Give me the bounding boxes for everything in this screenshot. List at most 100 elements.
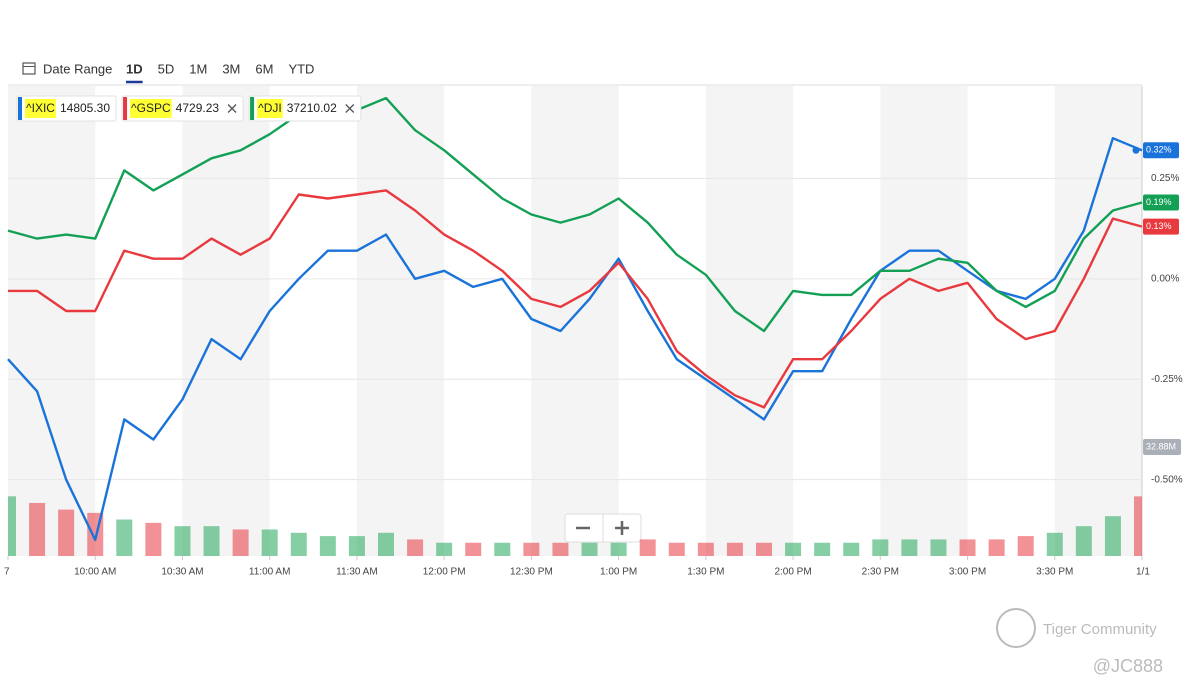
chip-color	[123, 97, 128, 120]
volume-bar	[58, 509, 75, 556]
volume-bar	[785, 542, 802, 556]
volume-bar	[959, 539, 976, 556]
volume-bar	[116, 519, 133, 556]
name-highlight	[25, 99, 56, 118]
legend-chip[interactable]: ^IXIC 14805.30	[16, 95, 117, 122]
volume-bar	[814, 542, 831, 556]
y-tick-label: 0.25%	[1151, 173, 1179, 184]
volume-bar	[1075, 526, 1092, 556]
series-line	[7, 96, 1143, 333]
x-tick-label: 2:30 PM	[862, 567, 899, 578]
band	[182, 86, 270, 556]
volume-bar	[581, 542, 598, 556]
band	[880, 86, 968, 556]
legend-chip[interactable]: ^GSPC 4729.23	[121, 95, 244, 122]
x-tick-label: 3:00 PM	[949, 567, 986, 578]
end-dot	[1132, 146, 1140, 154]
name-highlight	[130, 99, 172, 118]
x-tick-label: 2:00 PM	[774, 567, 811, 578]
watermark-logo	[996, 608, 1036, 648]
volume-bar	[348, 536, 365, 556]
band	[356, 86, 445, 556]
legend-name: ^IXIC	[26, 101, 55, 115]
volume-marker-label: 32.88M	[1146, 441, 1176, 451]
volume-bar	[843, 542, 860, 556]
value-tag	[1143, 142, 1179, 159]
range-option[interactable]: 6M	[255, 61, 273, 76]
volume-bar	[901, 539, 918, 556]
x-tick-label: 12:30 PM	[510, 567, 553, 578]
x-tick-label: 7	[4, 567, 10, 578]
volume-bar	[407, 539, 424, 556]
legend-quote: 37210.02	[287, 101, 337, 115]
range-option[interactable]: 1M	[189, 61, 207, 76]
x-tick-label: 12:00 PM	[423, 567, 466, 578]
volume-bar	[8, 496, 16, 556]
x-tick-label: 10:00 AM	[74, 567, 116, 578]
volume-bar	[465, 542, 482, 556]
x-tick-label: 11:00 AM	[249, 567, 291, 578]
volume-bar	[1046, 532, 1063, 556]
range-option[interactable]: 5D	[158, 61, 175, 76]
watermark-brand: Tiger Community	[1043, 621, 1157, 638]
volume-bar	[319, 536, 336, 556]
band	[531, 86, 619, 556]
value-tag-label: 0.32%	[1146, 145, 1172, 155]
range-option[interactable]: 1D	[126, 61, 143, 76]
volume-bar	[552, 542, 569, 556]
chip-close[interactable]	[345, 104, 355, 113]
volume-bar	[697, 542, 714, 556]
volume-bar	[726, 542, 743, 556]
value-tag	[1143, 218, 1179, 235]
chip-close[interactable]	[227, 104, 237, 113]
zoom-controls	[564, 513, 642, 543]
band	[8, 86, 96, 556]
value-tag-label: 0.13%	[1146, 221, 1172, 231]
volume-bar	[1017, 536, 1034, 556]
legend-name: ^GSPC	[131, 101, 171, 115]
range-option[interactable]: 3M	[222, 61, 240, 76]
bands	[8, 86, 1142, 556]
y-tick-label: -0.50%	[1151, 474, 1183, 485]
y-tick-label: 0.00%	[1151, 273, 1179, 284]
value-tag	[1143, 194, 1179, 211]
volume-bar	[378, 532, 394, 556]
watermark: Tiger Community @JC888	[996, 608, 1163, 676]
date-range-button[interactable]: Date Range	[43, 61, 112, 76]
name-highlight	[257, 99, 283, 118]
value-tag-label: 0.19%	[1146, 197, 1172, 207]
volume-bar	[436, 542, 453, 556]
volume-bar	[174, 526, 191, 556]
chip-color	[250, 97, 255, 120]
volume-bar	[261, 529, 278, 556]
volume-bar	[290, 532, 307, 556]
volume-bar	[1104, 516, 1121, 556]
x-tick-label: 3:30 PM	[1036, 567, 1073, 578]
x-tick-label: 1/1	[1136, 567, 1150, 578]
volume-bar	[872, 539, 889, 556]
volume-marker-tag	[1143, 439, 1181, 455]
legend-chip[interactable]: ^DJI 37210.02	[248, 95, 362, 122]
y-tick-label: -0.25%	[1151, 374, 1183, 385]
zoom-in[interactable]	[615, 521, 629, 535]
x-tick-label: 10:30 AM	[161, 567, 203, 578]
legend-name: ^DJI	[258, 101, 282, 115]
volume-bar	[668, 542, 685, 556]
volume-bar	[145, 522, 162, 556]
volume-bar	[988, 539, 1005, 556]
volume-bar	[494, 542, 511, 556]
calendar-icon	[22, 62, 36, 75]
chip-color	[18, 97, 22, 120]
volume-bar	[639, 539, 656, 556]
volume-bar	[232, 529, 249, 556]
range-option[interactable]: YTD	[288, 61, 314, 76]
range-bar: Date Range	[22, 61, 112, 76]
volume-bar	[523, 542, 540, 556]
volume-bar	[203, 526, 220, 556]
volume-bar	[1134, 496, 1142, 556]
x-tick-label: 1:30 PM	[687, 567, 724, 578]
legend-quote: 14805.30	[60, 101, 110, 115]
x-tick-label: 1:00 PM	[600, 567, 637, 578]
volume-bar	[29, 502, 46, 556]
